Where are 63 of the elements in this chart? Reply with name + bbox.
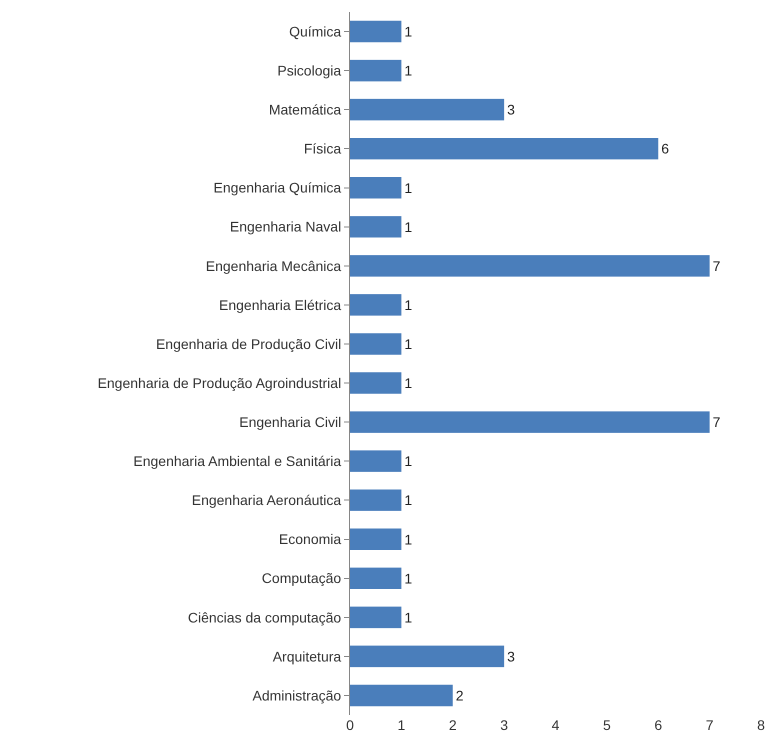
y-tick-label: Engenharia Ambiental e Sanitária: [133, 453, 342, 470]
data-label: 1: [404, 375, 412, 392]
y-tick-label: Computação: [262, 570, 342, 586]
bar: [350, 98, 504, 120]
y-tick-label: Engenharia Mecânica: [206, 258, 342, 274]
bar: [350, 528, 402, 550]
y-tick-label: Psicologia: [277, 62, 342, 78]
data-label: 1: [404, 609, 412, 626]
bar: [350, 177, 402, 198]
x-tick-label: 7: [706, 717, 714, 733]
bar: [350, 450, 402, 472]
x-tick-label: 0: [346, 717, 354, 733]
data-label: 1: [404, 296, 412, 313]
y-tick-label: Engenharia Aeronáutica: [192, 492, 342, 508]
data-label: 1: [404, 570, 412, 586]
y-tick-label: Engenharia Civil: [239, 414, 342, 430]
bar: [350, 60, 402, 82]
y-tick-label: Ciências da computação: [188, 609, 342, 626]
bar: [350, 294, 402, 316]
data-label: 3: [507, 648, 516, 664]
y-tick-label: Química: [289, 23, 342, 40]
data-label: 7: [712, 258, 721, 274]
y-tick-label: Administração: [252, 687, 342, 704]
y-tick-label: Economia: [278, 531, 342, 548]
x-tick-label: 6: [654, 717, 662, 733]
bar: [350, 333, 402, 355]
bar: [350, 255, 710, 277]
y-tick-label: Engenharia Química: [214, 180, 342, 196]
y-tick-label: Física: [304, 140, 342, 157]
y-tick-label: Engenharia Naval: [230, 218, 342, 235]
x-tick-label: 5: [602, 717, 611, 733]
data-label: 1: [404, 218, 412, 235]
bar: [350, 684, 453, 706]
y-tick-label: Matemática: [268, 102, 342, 118]
bar: [350, 606, 402, 628]
data-label: 1: [404, 492, 412, 508]
x-tick-label: 4: [552, 717, 560, 733]
data-label: 2: [456, 687, 464, 704]
data-label: 1: [404, 336, 412, 352]
bar: [350, 411, 710, 433]
bar: [350, 20, 402, 42]
bar: [350, 372, 402, 394]
data-label: 1: [404, 180, 412, 196]
y-tick-label: Engenharia de Produção Agroindustrial: [98, 374, 342, 391]
data-label: 1: [404, 62, 412, 79]
data-label: 6: [661, 140, 670, 157]
data-label: 1: [404, 531, 412, 548]
data-label: 3: [507, 102, 516, 118]
bar: [350, 138, 658, 160]
bar: [350, 489, 402, 511]
data-label: 7: [712, 414, 721, 430]
bar: [350, 646, 504, 668]
x-tick-label: 1: [397, 717, 406, 733]
bar: [350, 568, 402, 590]
x-tick-label: 2: [448, 717, 457, 733]
x-tick-label: 3: [500, 717, 508, 733]
y-tick-label: Arquitetura: [272, 648, 342, 664]
x-tick-label: 8: [757, 717, 766, 733]
bar: [350, 216, 402, 238]
y-tick-label: Engenharia de Produção Civil: [156, 336, 342, 352]
data-label: 1: [404, 453, 412, 470]
y-tick-label: Engenharia Elétrica: [219, 296, 342, 313]
data-label: 1: [404, 24, 412, 40]
